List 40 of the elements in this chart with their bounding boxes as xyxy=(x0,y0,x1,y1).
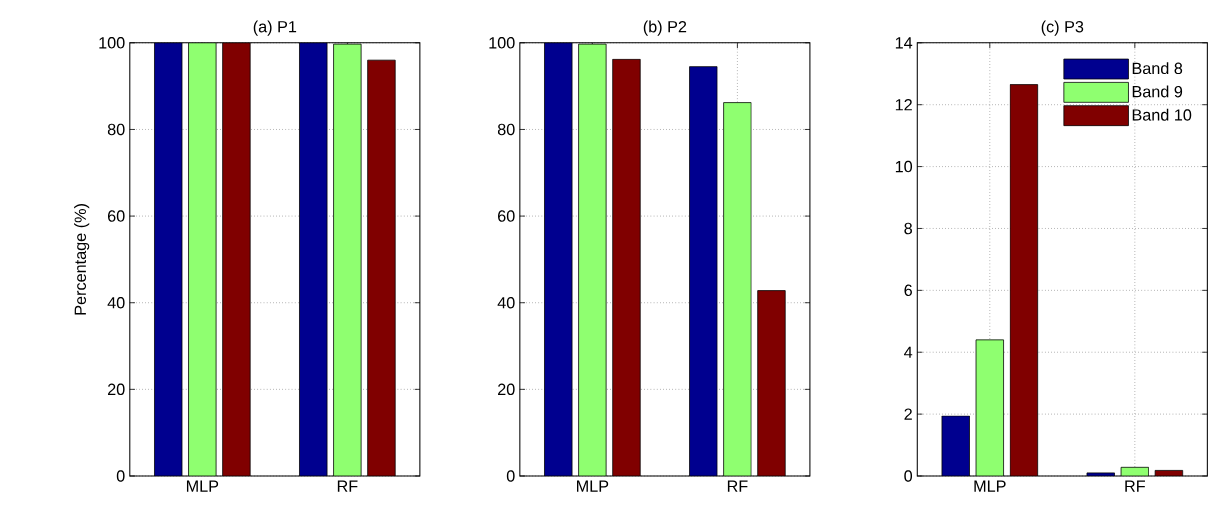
y-tick-label: 0 xyxy=(116,470,125,482)
y-tick-label: 20 xyxy=(107,383,125,396)
y-tick-label: 100 xyxy=(99,37,125,49)
chart-title: (b) P2 xyxy=(643,20,687,36)
x-tick-label: RF xyxy=(727,480,748,492)
bar xyxy=(1009,84,1039,476)
y-axis-title: Percentage (%) xyxy=(74,204,90,315)
x-tick-label: MLP xyxy=(577,480,609,492)
legend-label: Band 8 xyxy=(1132,62,1183,75)
legend-label: Band 10 xyxy=(1132,108,1192,121)
bar xyxy=(941,415,970,476)
bar xyxy=(578,43,607,476)
chart-title: (a) P1 xyxy=(253,20,297,36)
bar xyxy=(975,339,1004,476)
chart-title: (c) P3 xyxy=(1041,20,1084,36)
x-tick-label: MLP xyxy=(974,480,1006,492)
y-tick-label: 2 xyxy=(904,408,912,420)
y-tick-label: 40 xyxy=(497,296,515,309)
y-tick-label: 14 xyxy=(895,37,913,49)
y-tick-label: 12 xyxy=(895,99,912,111)
y-tick-label: 20 xyxy=(498,383,515,396)
y-tick-label: 80 xyxy=(497,123,515,136)
y-tick-label: 6 xyxy=(904,284,912,297)
y-tick-label: 60 xyxy=(498,210,515,222)
y-tick-label: 40 xyxy=(107,296,125,309)
y-tick-label: 10 xyxy=(895,160,913,173)
y-tick-label: 60 xyxy=(107,210,125,222)
bar xyxy=(612,58,641,476)
y-tick-label: 0 xyxy=(506,470,515,482)
x-tick-label: RF xyxy=(337,480,358,492)
legend-label: Band 9 xyxy=(1132,85,1183,98)
y-tick-label: 80 xyxy=(107,123,125,136)
x-tick-label: RF xyxy=(1125,480,1145,492)
bar xyxy=(723,102,752,476)
y-tick-label: 0 xyxy=(904,470,913,482)
y-tick-label: 4 xyxy=(904,346,913,358)
y-tick-label: 100 xyxy=(489,37,515,49)
y-tick-label: 8 xyxy=(904,222,912,235)
bar xyxy=(757,290,786,476)
x-tick-label: MLP xyxy=(186,480,219,492)
